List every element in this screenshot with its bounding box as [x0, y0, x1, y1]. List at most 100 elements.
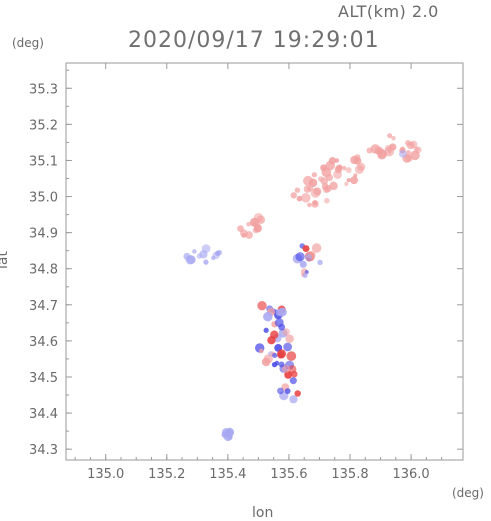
data-cell	[270, 330, 279, 339]
x-tick-label-5: 136.0	[392, 467, 429, 482]
data-cell	[353, 173, 358, 178]
data-cell	[325, 160, 335, 171]
data-cell	[357, 162, 366, 171]
data-cell	[259, 348, 264, 354]
data-cell	[302, 272, 308, 278]
data-cell	[312, 200, 318, 206]
y-tick-label-1: 34.4	[29, 407, 58, 422]
data-cell	[283, 342, 293, 352]
data-cell	[252, 222, 257, 227]
data-cell	[320, 164, 327, 172]
data-cell	[285, 334, 294, 344]
data-cell	[284, 388, 291, 394]
y-tick-label-5: 34.8	[29, 263, 58, 278]
data-cell	[313, 187, 322, 196]
data-region-6	[257, 301, 287, 328]
x-tick-label-4: 135.8	[331, 467, 368, 482]
data-cell	[257, 301, 267, 311]
data-region-8	[277, 364, 301, 404]
plot-frame	[65, 62, 464, 461]
x-tick-label-1: 135.2	[148, 467, 185, 482]
data-cell	[252, 227, 259, 234]
data-cell	[405, 150, 411, 156]
y-axis-unit: (deg)	[12, 36, 44, 50]
y-axis-ticks: 34.3 34.4 34.5 34.6 34.7 34.8 34.9 35.0 35.1 35.2…	[29, 69, 463, 458]
x-axis-unit: (deg)	[452, 486, 484, 500]
data-cell	[405, 154, 413, 162]
data-cell	[406, 141, 415, 150]
data-cell	[296, 195, 303, 202]
data-cell	[294, 390, 301, 397]
data-cell	[387, 133, 393, 139]
data-cell	[245, 231, 253, 239]
data-cell	[241, 233, 247, 238]
data-cell	[384, 146, 395, 157]
data-cell	[294, 187, 301, 193]
data-cell	[346, 178, 351, 183]
data-region-7	[254, 323, 297, 370]
data-cell	[302, 245, 310, 253]
data-cell	[324, 197, 330, 204]
data-cell	[311, 243, 322, 253]
x-axis-label: lon	[252, 505, 274, 521]
data-cell	[307, 202, 312, 208]
data-cell	[299, 260, 307, 268]
data-cell	[282, 328, 290, 336]
data-cell	[295, 252, 305, 262]
data-cell	[263, 354, 273, 364]
data-cell	[341, 165, 347, 171]
data-cell	[271, 361, 278, 368]
data-cell	[201, 244, 211, 253]
data-cell	[350, 176, 359, 185]
data-cell	[307, 185, 314, 192]
data-cell	[370, 144, 381, 154]
data-cell	[215, 250, 221, 257]
data-cell	[237, 225, 244, 232]
data-cell	[317, 259, 323, 266]
data-cell	[276, 350, 285, 359]
y-tick-label-9: 35.2	[29, 118, 58, 133]
y-tick-label-7: 35.0	[29, 191, 58, 206]
data-cell	[196, 253, 203, 259]
data-cell	[308, 178, 318, 188]
data-cell	[223, 430, 232, 438]
x-tick-label-3: 135.6	[270, 467, 307, 482]
data-cell	[192, 249, 197, 254]
data-cell	[318, 176, 324, 182]
y-tick-label-2: 34.5	[29, 371, 58, 386]
data-cell	[203, 259, 209, 265]
data-cell	[354, 154, 361, 161]
data-cell	[290, 192, 297, 199]
altitude-label: ALT(km) 2.0	[338, 2, 439, 21]
data-cell	[291, 370, 298, 378]
data-cell	[337, 164, 343, 170]
y-tick-label-8: 35.1	[29, 154, 58, 169]
y-tick-label-10: 35.3	[29, 82, 58, 97]
data-cell	[289, 377, 297, 385]
data-cell	[263, 327, 269, 333]
data-cell	[345, 167, 352, 173]
x-axis-ticks: 135.0 135.2 135.4 135.6 135.8 136.0	[74, 63, 443, 482]
data-layer	[183, 133, 422, 442]
data-cell	[301, 193, 311, 203]
data-cell	[263, 311, 273, 322]
data-cell	[398, 149, 407, 158]
data-cell	[282, 364, 291, 373]
data-cell	[344, 181, 349, 187]
data-region-4	[237, 213, 266, 239]
chart-title: 2020/09/17 19:29:01	[128, 28, 380, 53]
data-cell	[286, 351, 297, 361]
data-cell	[277, 307, 287, 317]
data-region-2	[366, 133, 397, 160]
data-cell	[304, 253, 313, 262]
data-region-1	[320, 154, 366, 187]
data-cell	[391, 135, 396, 141]
x-tick-label-2: 135.4	[209, 467, 246, 482]
data-cell	[400, 146, 405, 151]
data-cell	[311, 172, 317, 178]
data-cell	[278, 323, 286, 331]
data-cell	[326, 174, 334, 182]
data-region-9	[292, 243, 323, 278]
data-region-10	[221, 427, 235, 442]
